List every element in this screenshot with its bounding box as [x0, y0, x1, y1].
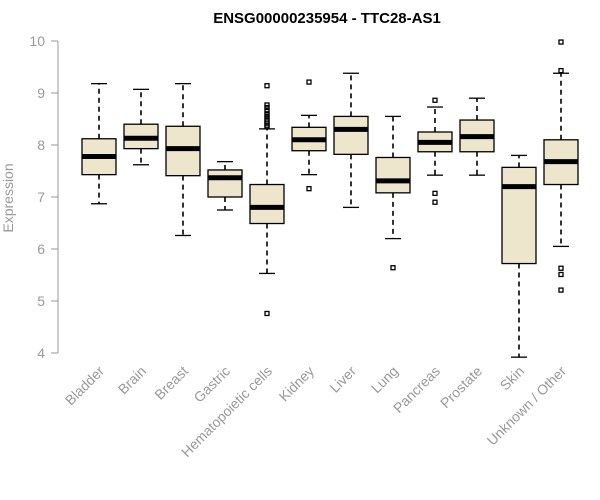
outlier-point — [432, 190, 438, 197]
outlier-point — [558, 67, 564, 74]
box-group — [501, 154, 537, 358]
x-tick-label: Skin — [497, 363, 528, 394]
y-tick-label: 4 — [37, 345, 45, 361]
outlier-point — [264, 102, 270, 108]
y-tick-label: 5 — [37, 293, 45, 309]
y-tick-label: 6 — [37, 241, 45, 257]
x-tick-label: Liver — [326, 363, 359, 396]
iqr-box — [501, 166, 537, 265]
outlier-point — [264, 111, 270, 117]
outlier-point — [558, 287, 564, 293]
box-group — [459, 97, 495, 176]
outlier-point — [306, 186, 312, 192]
outlier-point — [306, 79, 312, 85]
outlier-point — [432, 199, 438, 205]
outlier-point — [264, 108, 270, 114]
y-tick-label: 10 — [29, 33, 45, 49]
x-tick-label: Bladder — [62, 363, 108, 409]
outlier-point — [264, 310, 270, 317]
box-group — [81, 82, 117, 205]
box-group — [375, 115, 411, 271]
box-group — [165, 82, 201, 237]
box-group — [291, 79, 327, 192]
box-group — [207, 160, 243, 211]
x-tick-label: Prostate — [437, 363, 485, 411]
iqr-box — [207, 169, 243, 198]
x-tick-label: Unknown / Other — [484, 363, 570, 449]
box-group — [333, 72, 369, 209]
outlier-point — [390, 265, 396, 271]
iqr-box — [375, 156, 411, 194]
y-tick-label: 7 — [37, 189, 45, 205]
x-tick-label: Lung — [368, 363, 401, 396]
x-tick-label: Brain — [115, 363, 149, 397]
x-tick-label: Pancreas — [390, 363, 443, 416]
box-group — [543, 39, 579, 293]
box-group — [123, 88, 159, 166]
x-tick-label: Breast — [151, 363, 191, 403]
y-tick-label: 8 — [37, 137, 45, 153]
outlier-point — [558, 271, 564, 278]
box-group — [417, 97, 453, 205]
y-axis-label: Expression — [0, 163, 16, 232]
chart-title: ENSG00000235954 - TTC28-AS1 — [213, 10, 441, 27]
iqr-box — [249, 183, 285, 225]
box-group — [249, 83, 285, 317]
y-tick-label: 9 — [37, 85, 45, 101]
iqr-box — [333, 115, 369, 156]
outlier-point — [558, 265, 564, 271]
x-tick-label: Kidney — [276, 363, 318, 405]
outlier-point — [558, 39, 564, 45]
outlier-point — [432, 97, 438, 103]
outlier-point — [264, 83, 270, 89]
